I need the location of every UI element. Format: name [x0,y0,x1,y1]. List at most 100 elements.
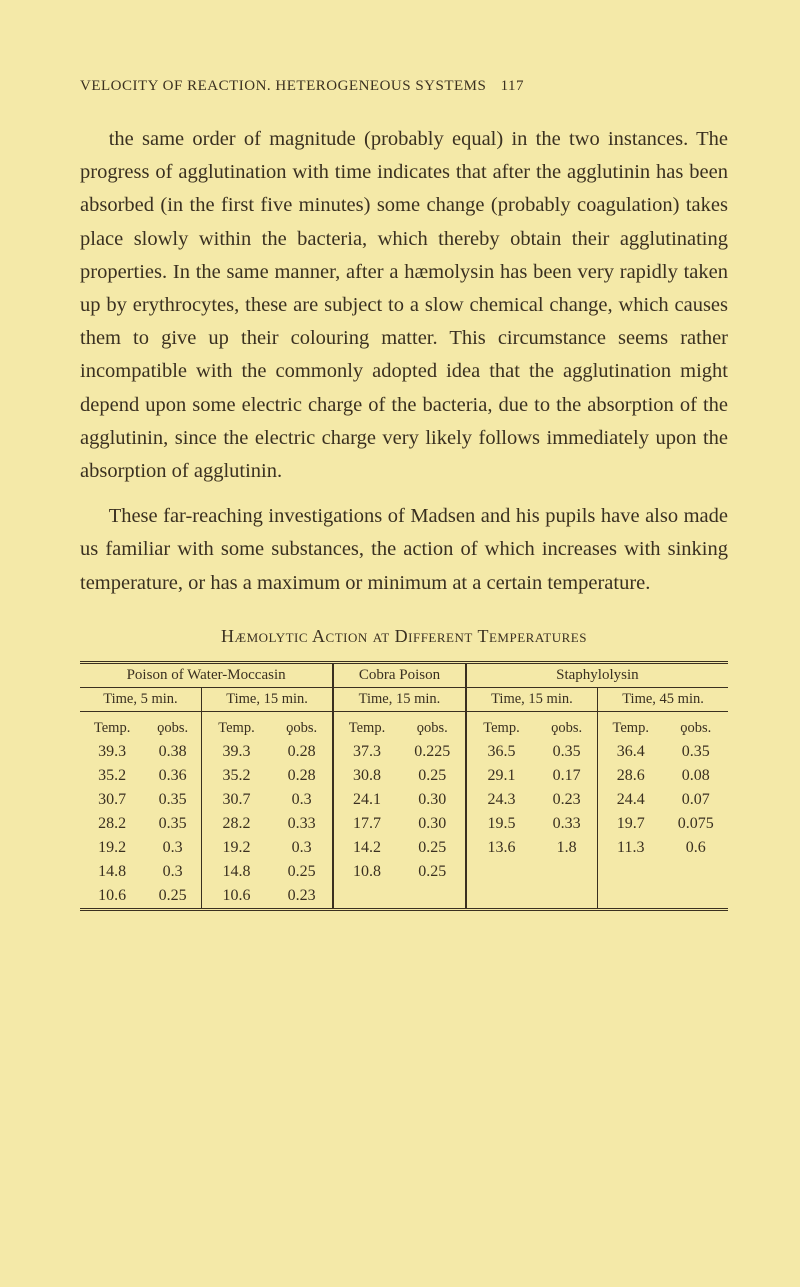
data-table: Poison of Water-Moccasin Cobra Poison St… [80,661,728,911]
cell: 10.8 [333,860,400,884]
cell: 28.2 [201,812,271,836]
subhead-staph-45: Time, 45 min. [598,687,728,711]
cell: 14.8 [80,860,144,884]
cell: 0.30 [400,812,466,836]
cell: 0.08 [663,764,728,788]
cell: 0.075 [663,812,728,836]
cell: 0.28 [271,740,333,764]
cell: 0.33 [536,812,597,836]
cell: 29.1 [466,764,536,788]
cell: 17.7 [333,812,400,836]
cell: 14.8 [201,860,271,884]
table-caption: Hæmolytic Action at Different Temperatur… [80,626,728,647]
cell [663,884,728,910]
cell: 0.33 [271,812,333,836]
col-label-qobs: ϙobs. [536,711,597,740]
cell: 39.3 [80,740,144,764]
cell: 35.2 [80,764,144,788]
col-label-temp: Temp. [333,711,400,740]
body-text: the same order of magnitude (probably eq… [80,123,728,600]
cell: 30.7 [80,788,144,812]
paragraph: These far-reaching investigations of Mad… [80,500,728,600]
cell: 19.2 [201,836,271,860]
cell: 0.28 [271,764,333,788]
col-label-temp: Temp. [598,711,664,740]
cell: 0.3 [271,788,333,812]
cell: 0.35 [144,812,201,836]
cell [333,884,400,910]
cell [466,884,536,910]
subhead-staph-15: Time, 15 min. [466,687,598,711]
cell: 30.8 [333,764,400,788]
cell: 28.6 [598,764,664,788]
cell [400,884,466,910]
subhead-cobra-15: Time, 15 min. [333,687,466,711]
cell [466,860,536,884]
cell [598,884,664,910]
cell: 0.25 [400,860,466,884]
cell: 19.2 [80,836,144,860]
cell: 0.36 [144,764,201,788]
section-head-cobra: Cobra Poison [333,662,466,687]
cell [663,860,728,884]
cell: 0.38 [144,740,201,764]
cell: 19.5 [466,812,536,836]
col-label-qobs: ϙobs. [144,711,201,740]
cell: 0.23 [536,788,597,812]
cell: 14.2 [333,836,400,860]
cell: 30.7 [201,788,271,812]
cell: 0.35 [536,740,597,764]
cell: 10.6 [201,884,271,910]
cell: 0.6 [663,836,728,860]
cell [536,884,597,910]
table-body: 39.3 0.38 39.3 0.28 37.3 0.225 36.5 0.35… [80,740,728,910]
col-label-qobs: ϙobs. [663,711,728,740]
cell: 36.4 [598,740,664,764]
section-head-staph: Staphylolysin [466,662,728,687]
cell: 0.17 [536,764,597,788]
cell: 24.1 [333,788,400,812]
cell: 35.2 [201,764,271,788]
col-label-qobs: ϙobs. [271,711,333,740]
cell: 13.6 [466,836,536,860]
cell: 0.25 [144,884,201,910]
table-row: 10.6 0.25 10.6 0.23 [80,884,728,910]
cell: 0.225 [400,740,466,764]
cell: 36.5 [466,740,536,764]
paragraph: the same order of magnitude (probably eq… [80,123,728,488]
subhead-wm-5: Time, 5 min. [80,687,201,711]
running-head: VELOCITY OF REACTION. HETEROGENEOUS SYST… [80,78,728,95]
cell: 0.3 [144,860,201,884]
table-row: 35.2 0.36 35.2 0.28 30.8 0.25 29.1 0.17 … [80,764,728,788]
table-row: 28.2 0.35 28.2 0.33 17.7 0.30 19.5 0.33 … [80,812,728,836]
cell: 0.3 [144,836,201,860]
cell [598,860,664,884]
cell: 11.3 [598,836,664,860]
cell: 10.6 [80,884,144,910]
cell: 0.3 [271,836,333,860]
table-row: 30.7 0.35 30.7 0.3 24.1 0.30 24.3 0.23 2… [80,788,728,812]
cell: 0.25 [400,764,466,788]
cell: 1.8 [536,836,597,860]
cell: 0.25 [271,860,333,884]
table-row: 19.2 0.3 19.2 0.3 14.2 0.25 13.6 1.8 11.… [80,836,728,860]
cell: 0.35 [144,788,201,812]
col-label-qobs: ϙobs. [400,711,466,740]
col-label-temp: Temp. [201,711,271,740]
page: VELOCITY OF REACTION. HETEROGENEOUS SYST… [0,0,800,981]
cell: 0.07 [663,788,728,812]
cell: 24.3 [466,788,536,812]
page-number: 117 [501,78,524,94]
col-label-temp: Temp. [80,711,144,740]
cell: 0.30 [400,788,466,812]
cell [536,860,597,884]
section-head-water-moccasin: Poison of Water-Moccasin [80,662,333,687]
cell: 39.3 [201,740,271,764]
col-label-temp: Temp. [466,711,536,740]
cell: 28.2 [80,812,144,836]
cell: 37.3 [333,740,400,764]
table-row: 39.3 0.38 39.3 0.28 37.3 0.225 36.5 0.35… [80,740,728,764]
cell: 0.35 [663,740,728,764]
table-row: 14.8 0.3 14.8 0.25 10.8 0.25 [80,860,728,884]
cell: 0.23 [271,884,333,910]
